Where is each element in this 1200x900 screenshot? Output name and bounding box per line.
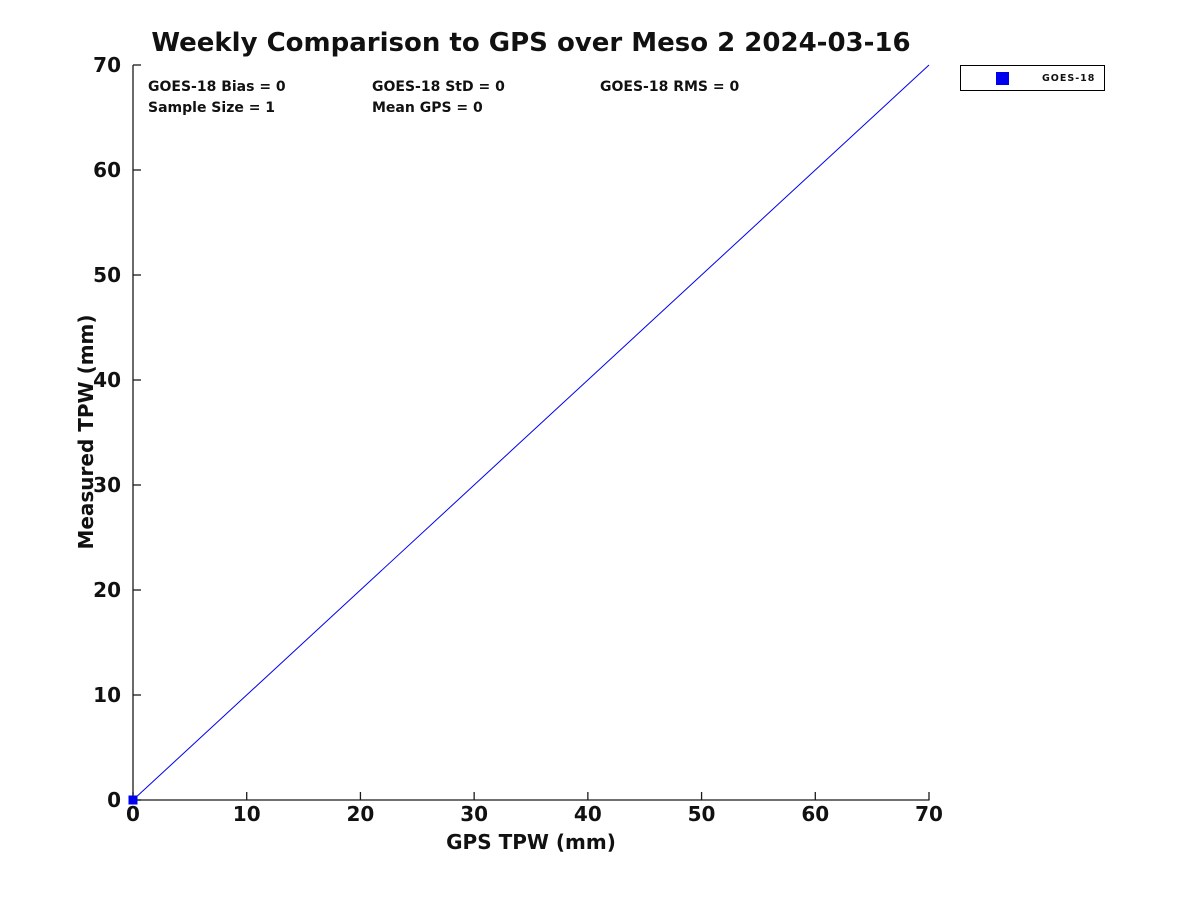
x-tick-label: 50 xyxy=(688,802,716,826)
x-tick-label: 0 xyxy=(126,802,140,826)
data-point-marker xyxy=(128,795,138,805)
legend: GOES-18 xyxy=(960,65,1105,91)
stat-mean-gps: Mean GPS = 0 xyxy=(372,100,483,116)
x-tick-label: 10 xyxy=(233,802,261,826)
x-tick-label: 30 xyxy=(460,802,488,826)
x-axis-label: GPS TPW (mm) xyxy=(446,830,616,854)
legend-label: GOES-18 xyxy=(1042,72,1096,84)
reference-line xyxy=(132,64,930,801)
stat-bias: GOES-18 Bias = 0 xyxy=(148,79,286,95)
chart-title: Weekly Comparison to GPS over Meso 2 202… xyxy=(151,28,911,58)
y-tick-label: 20 xyxy=(93,578,121,602)
stat-sample-size: Sample Size = 1 xyxy=(148,100,276,116)
x-tick-label: 70 xyxy=(915,802,943,826)
legend-marker-square-icon xyxy=(996,71,1009,85)
y-tick-label: 50 xyxy=(93,263,121,287)
y-tick-label: 70 xyxy=(93,53,121,77)
x-tick-label: 20 xyxy=(347,802,375,826)
stat-rms: GOES-18 RMS = 0 xyxy=(600,79,740,95)
y-axis-label: Measured TPW (mm) xyxy=(74,314,98,550)
stat-std: GOES-18 StD = 0 xyxy=(372,79,505,95)
y-tick-label: 30 xyxy=(93,473,121,497)
x-tick-label: 40 xyxy=(574,802,602,826)
y-tick-label: 60 xyxy=(93,158,121,182)
y-tick-label: 0 xyxy=(107,788,121,812)
x-tick-label: 60 xyxy=(801,802,829,826)
y-tick-label: 40 xyxy=(93,368,121,392)
y-tick-label: 10 xyxy=(93,683,121,707)
